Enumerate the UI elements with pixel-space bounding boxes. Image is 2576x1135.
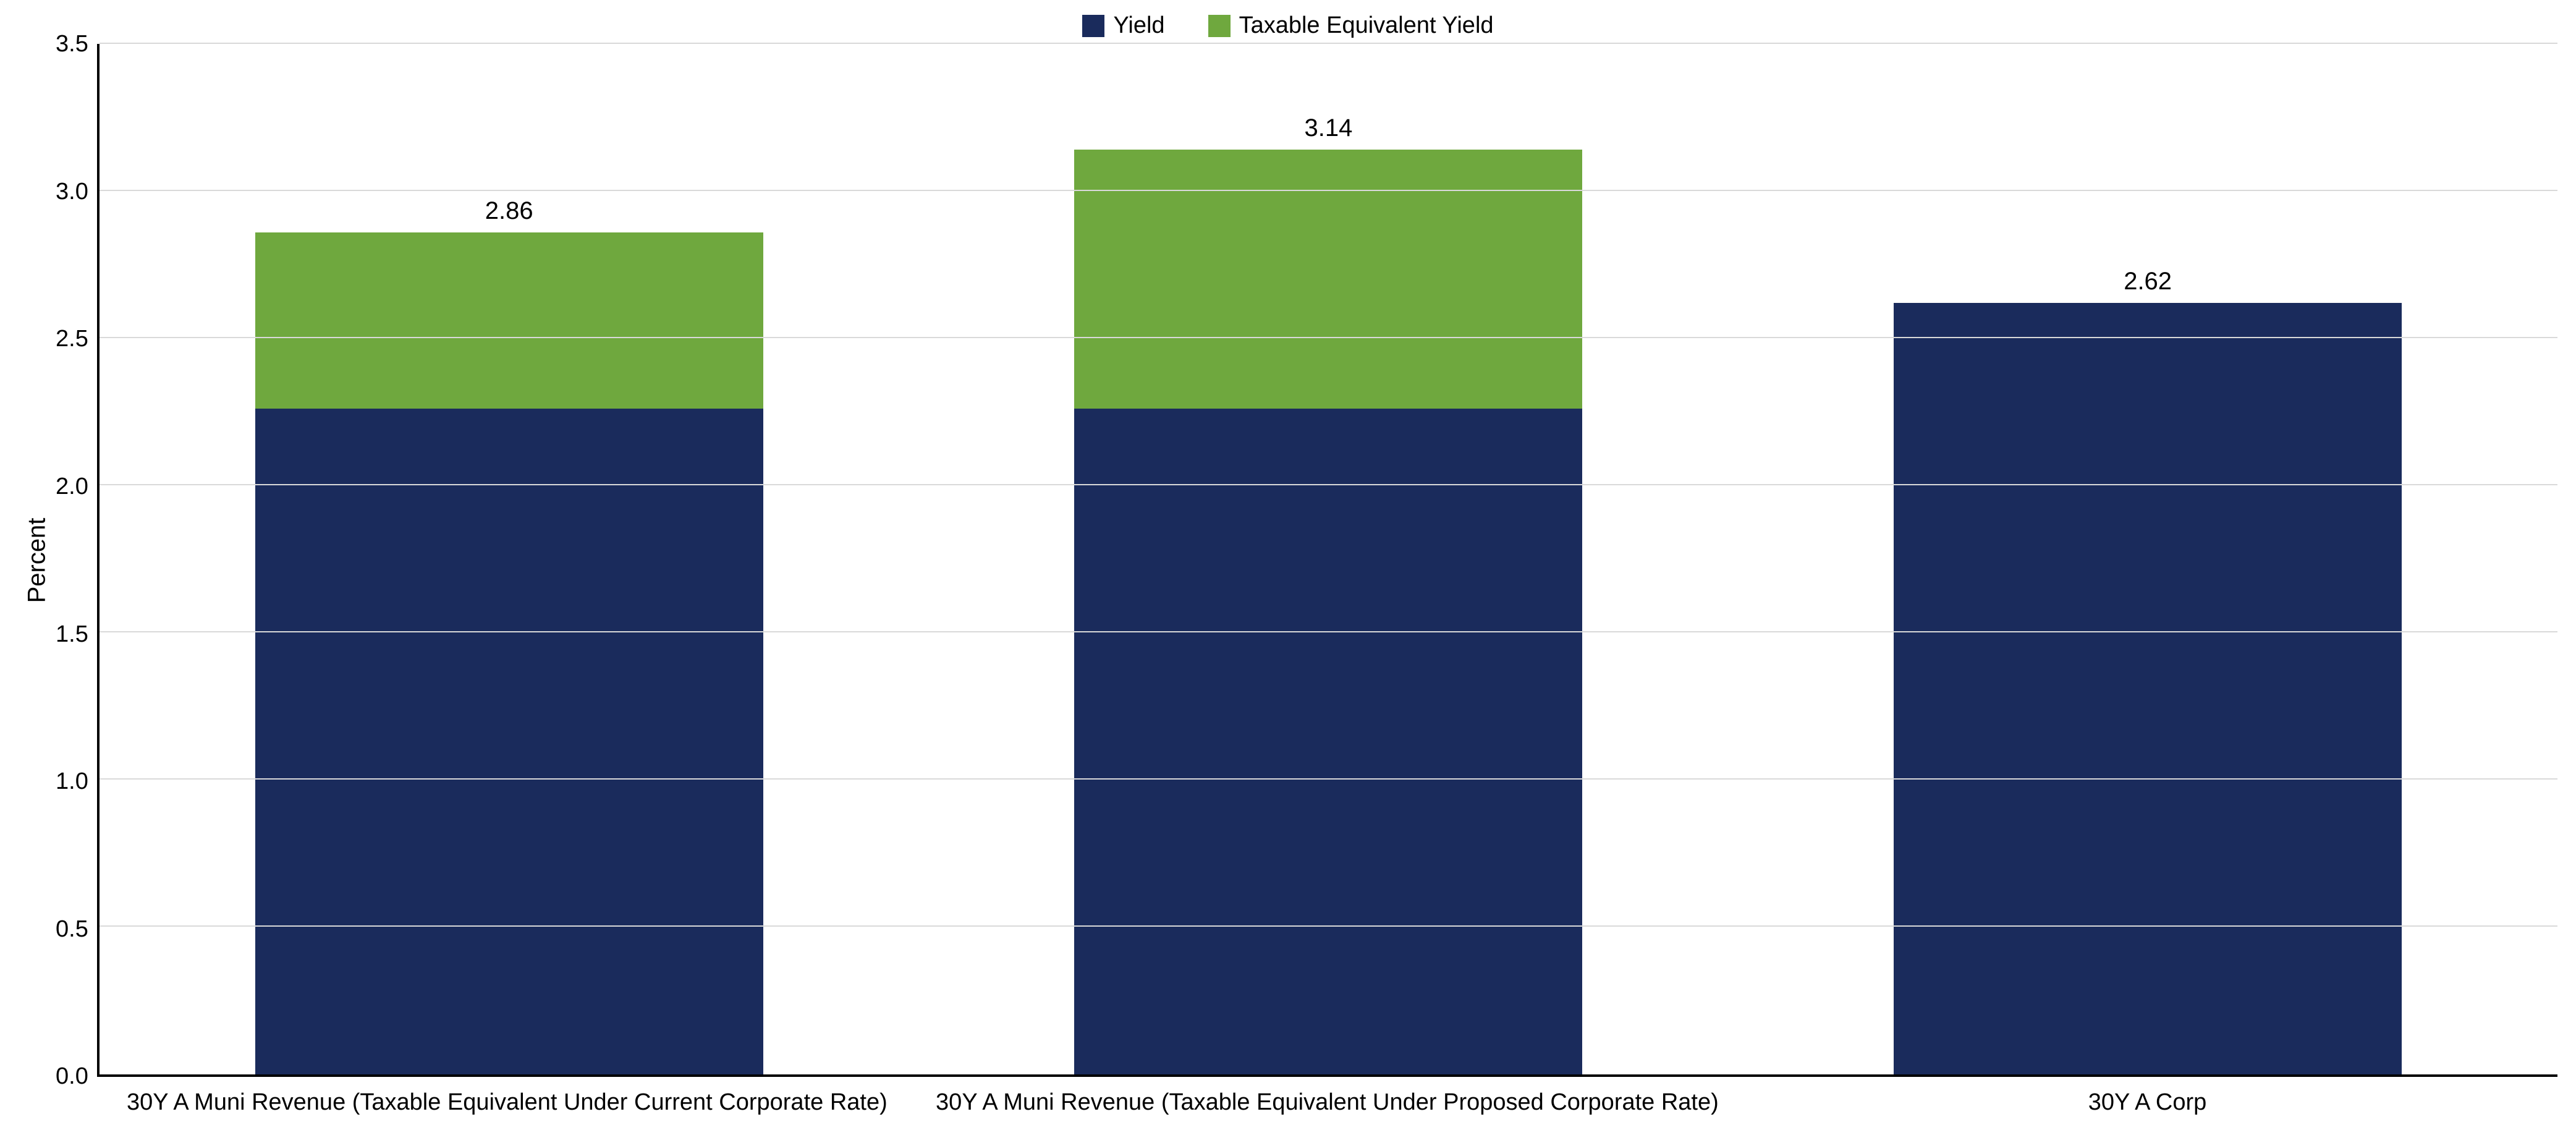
y-axis-ticks: 3.53.02.52.01.51.00.50.0	[56, 44, 97, 1077]
y-axis-label: Percent	[23, 517, 51, 603]
y-axis-label-wrap: Percent	[19, 44, 56, 1077]
bar-stack: 2.86	[255, 44, 763, 1074]
x-axis-label: 30Y A Muni Revenue (Taxable Equivalent U…	[917, 1088, 1737, 1118]
gridline	[100, 631, 2557, 632]
gridline	[100, 337, 2557, 338]
gridline	[100, 43, 2557, 44]
bar-slot: 3.14	[919, 44, 1739, 1074]
gridline	[100, 484, 2557, 485]
bar-slot: 2.62	[1738, 44, 2557, 1074]
bar-segment-taxable-equivalent-yield	[255, 232, 763, 409]
legend-label-0: Yield	[1113, 12, 1164, 39]
legend-label-1: Taxable Equivalent Yield	[1239, 12, 1494, 39]
bar-stack: 2.62	[1894, 44, 2402, 1074]
bar-value-label: 2.86	[485, 197, 533, 225]
bar-value-label: 2.62	[2124, 268, 2172, 295]
bar-value-label: 3.14	[1304, 114, 1352, 142]
legend-swatch-1	[1208, 15, 1231, 37]
bar-segment-yield	[255, 409, 763, 1074]
legend-item-1: Taxable Equivalent Yield	[1208, 12, 1494, 39]
gridline	[100, 925, 2557, 927]
plot-column: 2.86 3.14 2.62 30Y A Muni Revenue (Taxable…	[97, 44, 2557, 1117]
chart-body: Percent 3.53.02.52.01.51.00.50.0 2.86 3.1…	[19, 44, 2557, 1117]
bar-stack: 3.14	[1074, 44, 1582, 1074]
x-axis-label: 30Y A Muni Revenue (Taxable Equivalent U…	[97, 1088, 917, 1118]
bars-container: 2.86 3.14 2.62	[100, 44, 2557, 1074]
x-axis-labels: 30Y A Muni Revenue (Taxable Equivalent U…	[97, 1077, 2557, 1118]
gridline	[100, 190, 2557, 191]
bar-segment-taxable-equivalent-yield	[1074, 150, 1582, 409]
bar-slot: 2.86	[100, 44, 919, 1074]
bar-segment-yield	[1074, 409, 1582, 1074]
bar-segment-yield	[1894, 303, 2402, 1074]
x-axis-label: 30Y A Corp	[1737, 1088, 2557, 1118]
legend-item-0: Yield	[1082, 12, 1164, 39]
yield-chart: Yield Taxable Equivalent Yield Percent 3.…	[0, 0, 2576, 1135]
plot-area: 2.86 3.14 2.62	[97, 44, 2557, 1077]
gridline	[100, 778, 2557, 780]
legend-swatch-0	[1082, 15, 1104, 37]
legend: Yield Taxable Equivalent Yield	[19, 12, 2557, 39]
